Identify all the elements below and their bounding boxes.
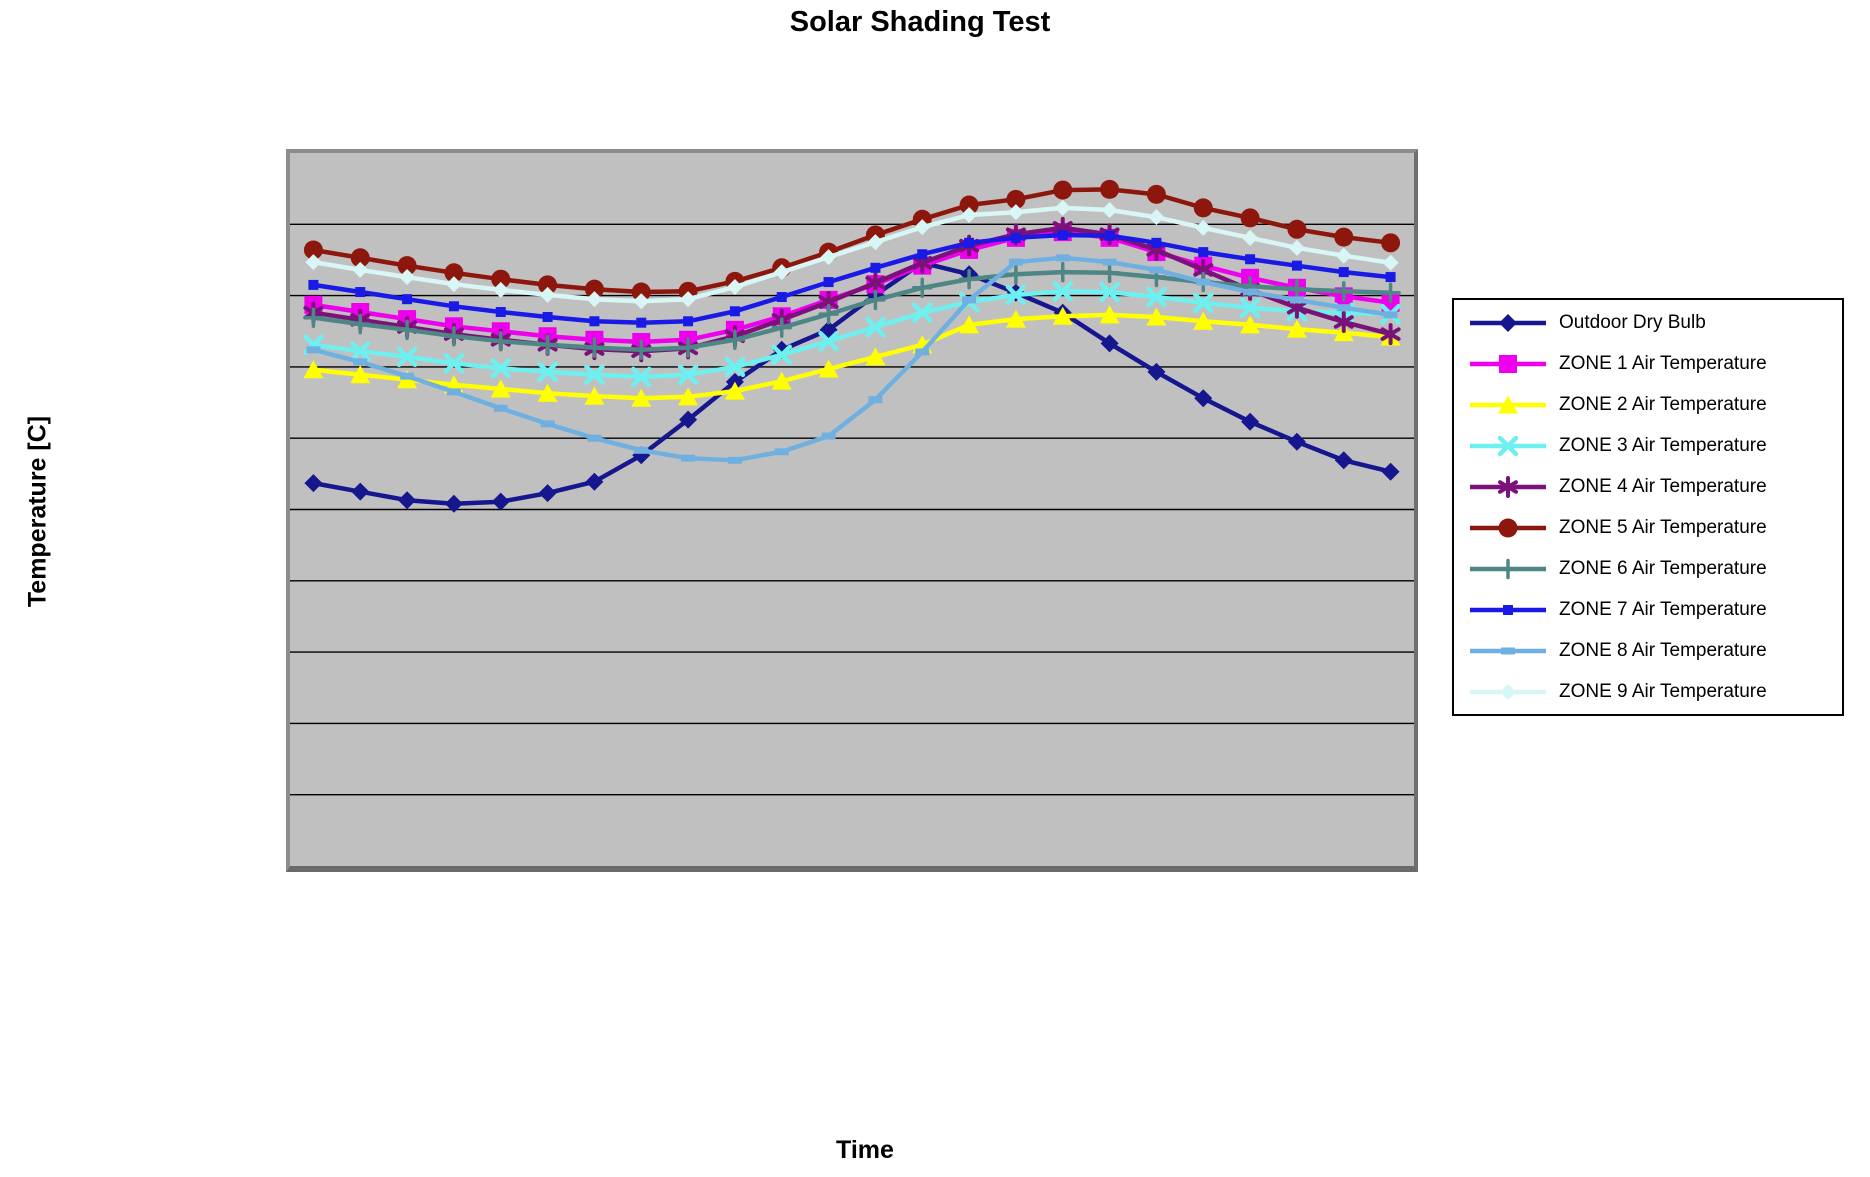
legend-swatch-asterisk-icon bbox=[1470, 475, 1546, 498]
legend-item-zone-8-air-temperature[interactable]: ZONE 8 Air Temperature bbox=[1468, 631, 1842, 671]
legend-swatch-x-icon bbox=[1470, 435, 1546, 456]
data-point-markers[interactable] bbox=[303, 261, 1401, 361]
legend-item-zone-1-air-temperature[interactable]: ZONE 1 Air Temperature bbox=[1468, 344, 1842, 384]
legend-item-label: ZONE 2 Air Temperature bbox=[1559, 393, 1767, 415]
series-zone-6-air-temperature[interactable] bbox=[303, 261, 1401, 361]
data-point-markers[interactable] bbox=[303, 305, 1401, 407]
legend-item-outdoor-dry-bulb[interactable]: Outdoor Dry Bulb bbox=[1468, 303, 1842, 343]
chart-title[interactable]: Solar Shading Test bbox=[789, 6, 1051, 38]
legend-swatch-dash-icon bbox=[1470, 647, 1546, 654]
legend-item-zone-4-air-temperature[interactable]: ZONE 4 Air Temperature bbox=[1468, 467, 1842, 507]
series-zone-9-air-temperature[interactable] bbox=[305, 199, 1399, 310]
legend-item-label: ZONE 6 Air Temperature bbox=[1559, 557, 1767, 579]
legend-swatch-circle-icon bbox=[1470, 518, 1546, 537]
legend-swatch-diamond-pale-icon bbox=[1470, 683, 1546, 700]
x-axis-title[interactable]: Time bbox=[836, 1136, 894, 1164]
legend-swatch-diamond-icon bbox=[1470, 313, 1546, 332]
legend-swatch-triangle-icon bbox=[1470, 395, 1546, 413]
series-zone-2-air-temperature[interactable] bbox=[303, 305, 1401, 407]
legend-item-zone-7-air-temperature[interactable]: ZONE 7 Air Temperature bbox=[1468, 590, 1842, 630]
legend-swatch-plus-icon bbox=[1470, 558, 1546, 579]
legend-item-label: Outdoor Dry Bulb bbox=[1559, 311, 1706, 333]
legend-item-zone-5-air-temperature[interactable]: ZONE 5 Air Temperature bbox=[1468, 508, 1842, 548]
legend-item-zone-9-air-temperature[interactable]: ZONE 9 Air Temperature bbox=[1468, 672, 1842, 712]
legend-item-label: ZONE 8 Air Temperature bbox=[1559, 639, 1767, 661]
data-point-markers[interactable] bbox=[305, 199, 1399, 310]
data-point-markers[interactable] bbox=[306, 254, 1398, 464]
legend[interactable]: Outdoor Dry Bulb ZONE 1 Air Temperature ZO… bbox=[1452, 298, 1844, 716]
plot-canvas bbox=[290, 179, 1414, 796]
legend-item-label: ZONE 4 Air Temperature bbox=[1559, 475, 1767, 497]
legend-item-label: ZONE 1 Air Temperature bbox=[1559, 352, 1767, 374]
legend-item-label: ZONE 5 Air Temperature bbox=[1559, 516, 1767, 538]
legend-item-zone-6-air-temperature[interactable]: ZONE 6 Air Temperature bbox=[1468, 549, 1842, 589]
legend-item-zone-3-air-temperature[interactable]: ZONE 3 Air Temperature bbox=[1468, 426, 1842, 466]
legend-item-label: ZONE 9 Air Temperature bbox=[1559, 680, 1767, 702]
plot-area[interactable] bbox=[286, 149, 1418, 872]
y-axis-title[interactable]: Temperature [C] bbox=[23, 415, 52, 608]
series-zone-7-air-temperature[interactable] bbox=[308, 229, 1396, 328]
series-zone-8-air-temperature[interactable] bbox=[306, 254, 1398, 464]
legend-item-label: ZONE 7 Air Temperature bbox=[1559, 598, 1767, 620]
legend-swatch-square-icon bbox=[1470, 354, 1546, 373]
legend-swatch-square-small-icon bbox=[1470, 604, 1546, 615]
legend-item-label: ZONE 3 Air Temperature bbox=[1559, 434, 1767, 456]
data-point-markers[interactable] bbox=[308, 229, 1396, 328]
legend-item-zone-2-air-temperature[interactable]: ZONE 2 Air Temperature bbox=[1468, 385, 1842, 425]
